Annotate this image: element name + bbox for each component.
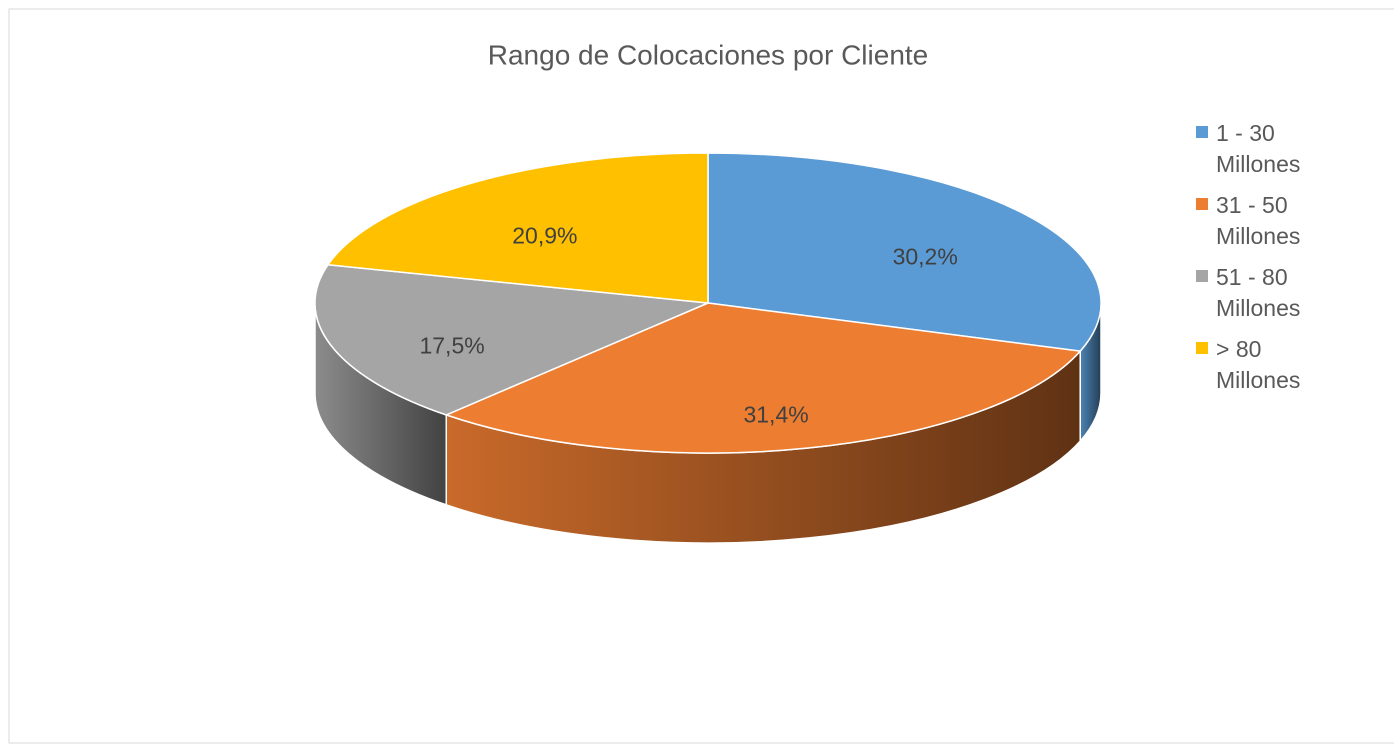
legend-swatch <box>1196 342 1208 354</box>
legend-label: 1 - 30 Millones <box>1216 120 1301 177</box>
pie-slice <box>707 152 1102 352</box>
legend-item: 51 - 80 Millones <box>1196 262 1386 324</box>
legend-item: 1 - 30 Millones <box>1196 118 1386 180</box>
legend-label: > 80 Millones <box>1216 336 1301 393</box>
legend-item: > 80 Millones <box>1196 334 1386 396</box>
data-label: 17,5% <box>419 332 484 358</box>
legend-label: 51 - 80 Millones <box>1216 264 1301 321</box>
legend-label: 31 - 50 Millones <box>1216 192 1301 249</box>
legend: 1 - 30 Millones 31 - 50 Millones 51 - 80 M… <box>1196 118 1386 406</box>
chart-title: Rango de Colocaciones por Cliente <box>488 39 929 70</box>
legend-swatch <box>1196 198 1208 210</box>
pie-slice <box>444 302 1082 454</box>
legend-item: 31 - 50 Millones <box>1196 190 1386 252</box>
data-label: 20,9% <box>512 222 577 248</box>
pie-slice <box>326 152 709 304</box>
data-label: 30,2% <box>893 244 958 270</box>
legend-swatch <box>1196 270 1208 282</box>
data-label: 31,4% <box>743 402 808 428</box>
legend-swatch <box>1196 126 1208 138</box>
pie-slice <box>314 263 709 416</box>
